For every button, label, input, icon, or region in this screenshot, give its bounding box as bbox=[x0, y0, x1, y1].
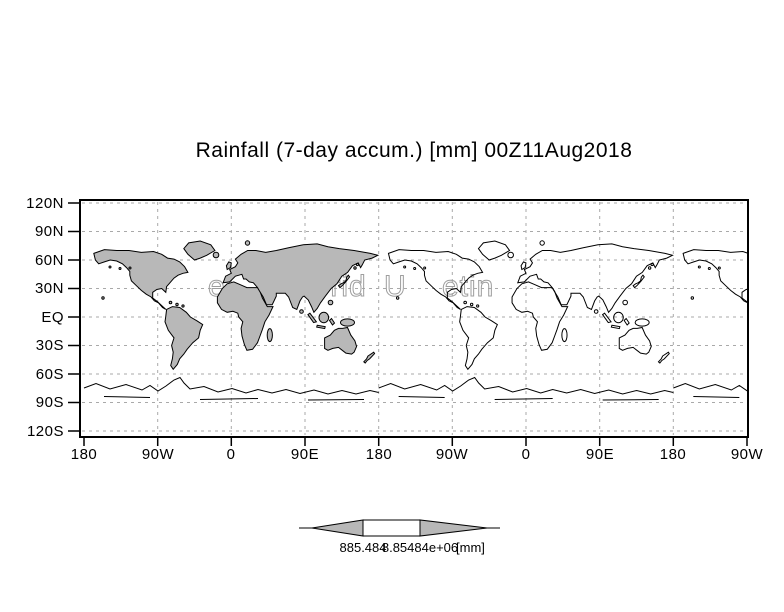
axis-ticks bbox=[68, 202, 748, 446]
world-map-copy-1-shaded bbox=[93, 240, 379, 370]
y-axis-label: 120N bbox=[26, 195, 64, 212]
x-axis-label: 90W bbox=[141, 446, 175, 463]
x-axis-label: 90W bbox=[730, 446, 764, 463]
gridlines bbox=[82, 202, 746, 435]
map-frame bbox=[79, 199, 749, 438]
y-axis-label: 60S bbox=[35, 366, 64, 383]
x-axis-label: 0 bbox=[226, 446, 236, 463]
x-axis-label: 0 bbox=[521, 446, 531, 463]
y-axis-label: 30N bbox=[34, 280, 64, 297]
colorbar bbox=[299, 519, 500, 537]
y-axis-label: 90S bbox=[35, 394, 64, 411]
colorbar-box bbox=[362, 519, 421, 537]
colorbar-max-label: 8.85484e+06 bbox=[381, 540, 459, 555]
y-axis-label: EQ bbox=[41, 309, 64, 326]
colorbar-right-arrow bbox=[419, 519, 488, 537]
y-axis-label: 120S bbox=[26, 423, 64, 440]
x-axis-label: 180 bbox=[365, 446, 393, 463]
y-axis-label: 30S bbox=[35, 337, 64, 354]
colorbar-left-arrow bbox=[311, 519, 364, 537]
colorbar-units-label: [mm] bbox=[456, 540, 485, 555]
antarctica-coastline bbox=[83, 377, 747, 401]
x-axis-label: 90W bbox=[435, 446, 469, 463]
x-axis-label: 180 bbox=[70, 446, 98, 463]
x-axis-label: 180 bbox=[659, 446, 687, 463]
watermark-fragment: etin bbox=[442, 270, 494, 303]
x-axis-label: 90E bbox=[290, 446, 320, 463]
watermark-fragment: U bbox=[384, 270, 407, 303]
y-axis-label: 90N bbox=[34, 223, 64, 240]
y-axis-label: 60N bbox=[34, 252, 64, 269]
colorbar-min-label: 885.484 bbox=[339, 540, 387, 555]
plot-title: Rainfall (7-day accum.) [mm] 00Z11Aug201… bbox=[195, 139, 633, 162]
x-axis-label: 90E bbox=[585, 446, 615, 463]
